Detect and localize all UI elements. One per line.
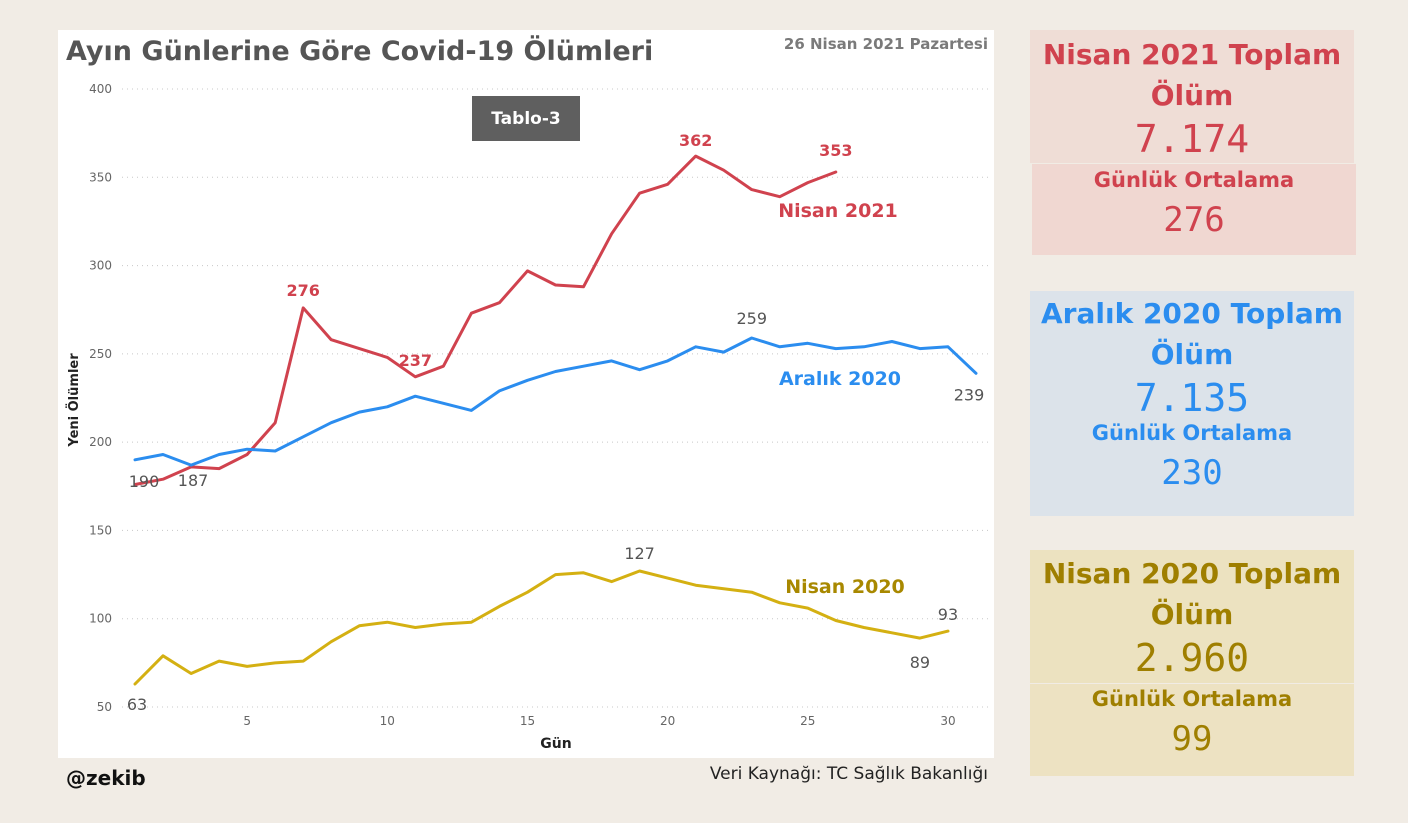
x-tick-label: 5	[243, 714, 251, 728]
chart-title: Ayın Günlerine Göre Covid-19 Ölümleri	[66, 36, 654, 67]
card-nisan-2021: Nisan 2021 Toplam Ölüm 7.174	[1030, 34, 1354, 160]
table-badge: Tablo-3	[472, 96, 580, 141]
card-nisan-2020: Nisan 2020 Toplam Ölüm 2.960	[1030, 553, 1354, 679]
data-label: 362	[679, 131, 712, 150]
x-tick-label: 20	[660, 714, 675, 728]
card-average-value: 230	[1161, 453, 1223, 493]
card-total: 2.960	[1134, 636, 1250, 680]
card-nisan-2020-avg-background	[1030, 684, 1354, 776]
card-nisan-2021-average: Günlük Ortalama 276	[1032, 168, 1356, 240]
chart-panel	[58, 30, 994, 758]
series-layer	[133, 154, 978, 686]
x-tick-label: 10	[380, 714, 395, 728]
y-tick-label: 150	[89, 523, 112, 537]
data-source: Veri Kaynağı: TC Sağlık Bakanlığı	[709, 764, 988, 784]
series-line-1	[133, 336, 978, 467]
card-aralik-2020-background	[1030, 291, 1354, 516]
data-label: 63	[127, 695, 147, 714]
y-tick-label: 400	[89, 82, 112, 96]
card-aralik-2020: Aralık 2020 Toplam Ölüm 7.135 Günlük Ort…	[1030, 293, 1354, 493]
card-nisan-2021-background	[1030, 30, 1354, 163]
x-tick-label: 25	[800, 714, 815, 728]
x-tick-label: 30	[940, 714, 955, 728]
data-label: 127	[624, 544, 655, 563]
y-tick-label: 250	[89, 347, 112, 361]
chart-date: 26 Nisan 2021 Pazartesi	[783, 35, 988, 53]
data-label: 259	[736, 309, 767, 328]
card-nisan-2020-average: Günlük Ortalama 99	[1030, 687, 1354, 759]
card-average-value: 99	[1171, 719, 1213, 759]
series-line-2	[133, 569, 950, 686]
series-line-0	[133, 154, 838, 486]
y-tick-label: 100	[89, 612, 112, 626]
data-label: 93	[938, 605, 958, 624]
y-tick-label: 350	[89, 170, 112, 184]
card-average-label: Günlük Ortalama	[1093, 168, 1295, 192]
data-label: 89	[910, 653, 930, 672]
series-name-label: Nisan 2021	[778, 200, 898, 222]
card-total: 7.135	[1134, 376, 1250, 420]
grid-layer	[122, 88, 990, 708]
data-label: 276	[286, 281, 319, 300]
card-average-label: Günlük Ortalama	[1091, 687, 1293, 711]
card-total: 7.174	[1134, 117, 1250, 161]
card-title: Aralık 2020 Toplam Ölüm	[1041, 297, 1343, 371]
data-label: 353	[819, 141, 852, 160]
y-tick-label: 200	[89, 435, 112, 449]
axis-layer: 50 100 150 200 250 300 350 400 5 10 15 20 25 30	[89, 82, 956, 728]
data-label: 190	[129, 472, 160, 491]
card-average-label: Günlük Ortalama	[1091, 421, 1293, 445]
card-average-value: 276	[1163, 200, 1225, 240]
data-label: 239	[954, 385, 985, 404]
data-label: 237	[399, 351, 432, 370]
author-handle: @zekib	[66, 766, 146, 790]
data-label-layer: Nisan 2021 276 237 362 353 Aralık 2020 190 187 2…	[127, 131, 984, 714]
x-tick-label: 15	[520, 714, 535, 728]
card-title: Nisan 2020 Toplam Ölüm	[1042, 557, 1342, 631]
card-nisan-2021-avg-background	[1032, 164, 1356, 255]
card-nisan-2020-background	[1030, 550, 1354, 683]
card-title: Nisan 2021 Toplam Ölüm	[1042, 38, 1342, 112]
y-axis-title: Yeni Ölümler	[66, 353, 82, 448]
data-label: 187	[178, 471, 209, 490]
series-name-label: Aralık 2020	[779, 368, 901, 390]
series-name-label: Nisan 2020	[785, 576, 905, 598]
y-tick-label: 300	[89, 259, 112, 273]
x-axis-title: Gün	[540, 736, 571, 752]
y-tick-label: 50	[97, 700, 112, 714]
